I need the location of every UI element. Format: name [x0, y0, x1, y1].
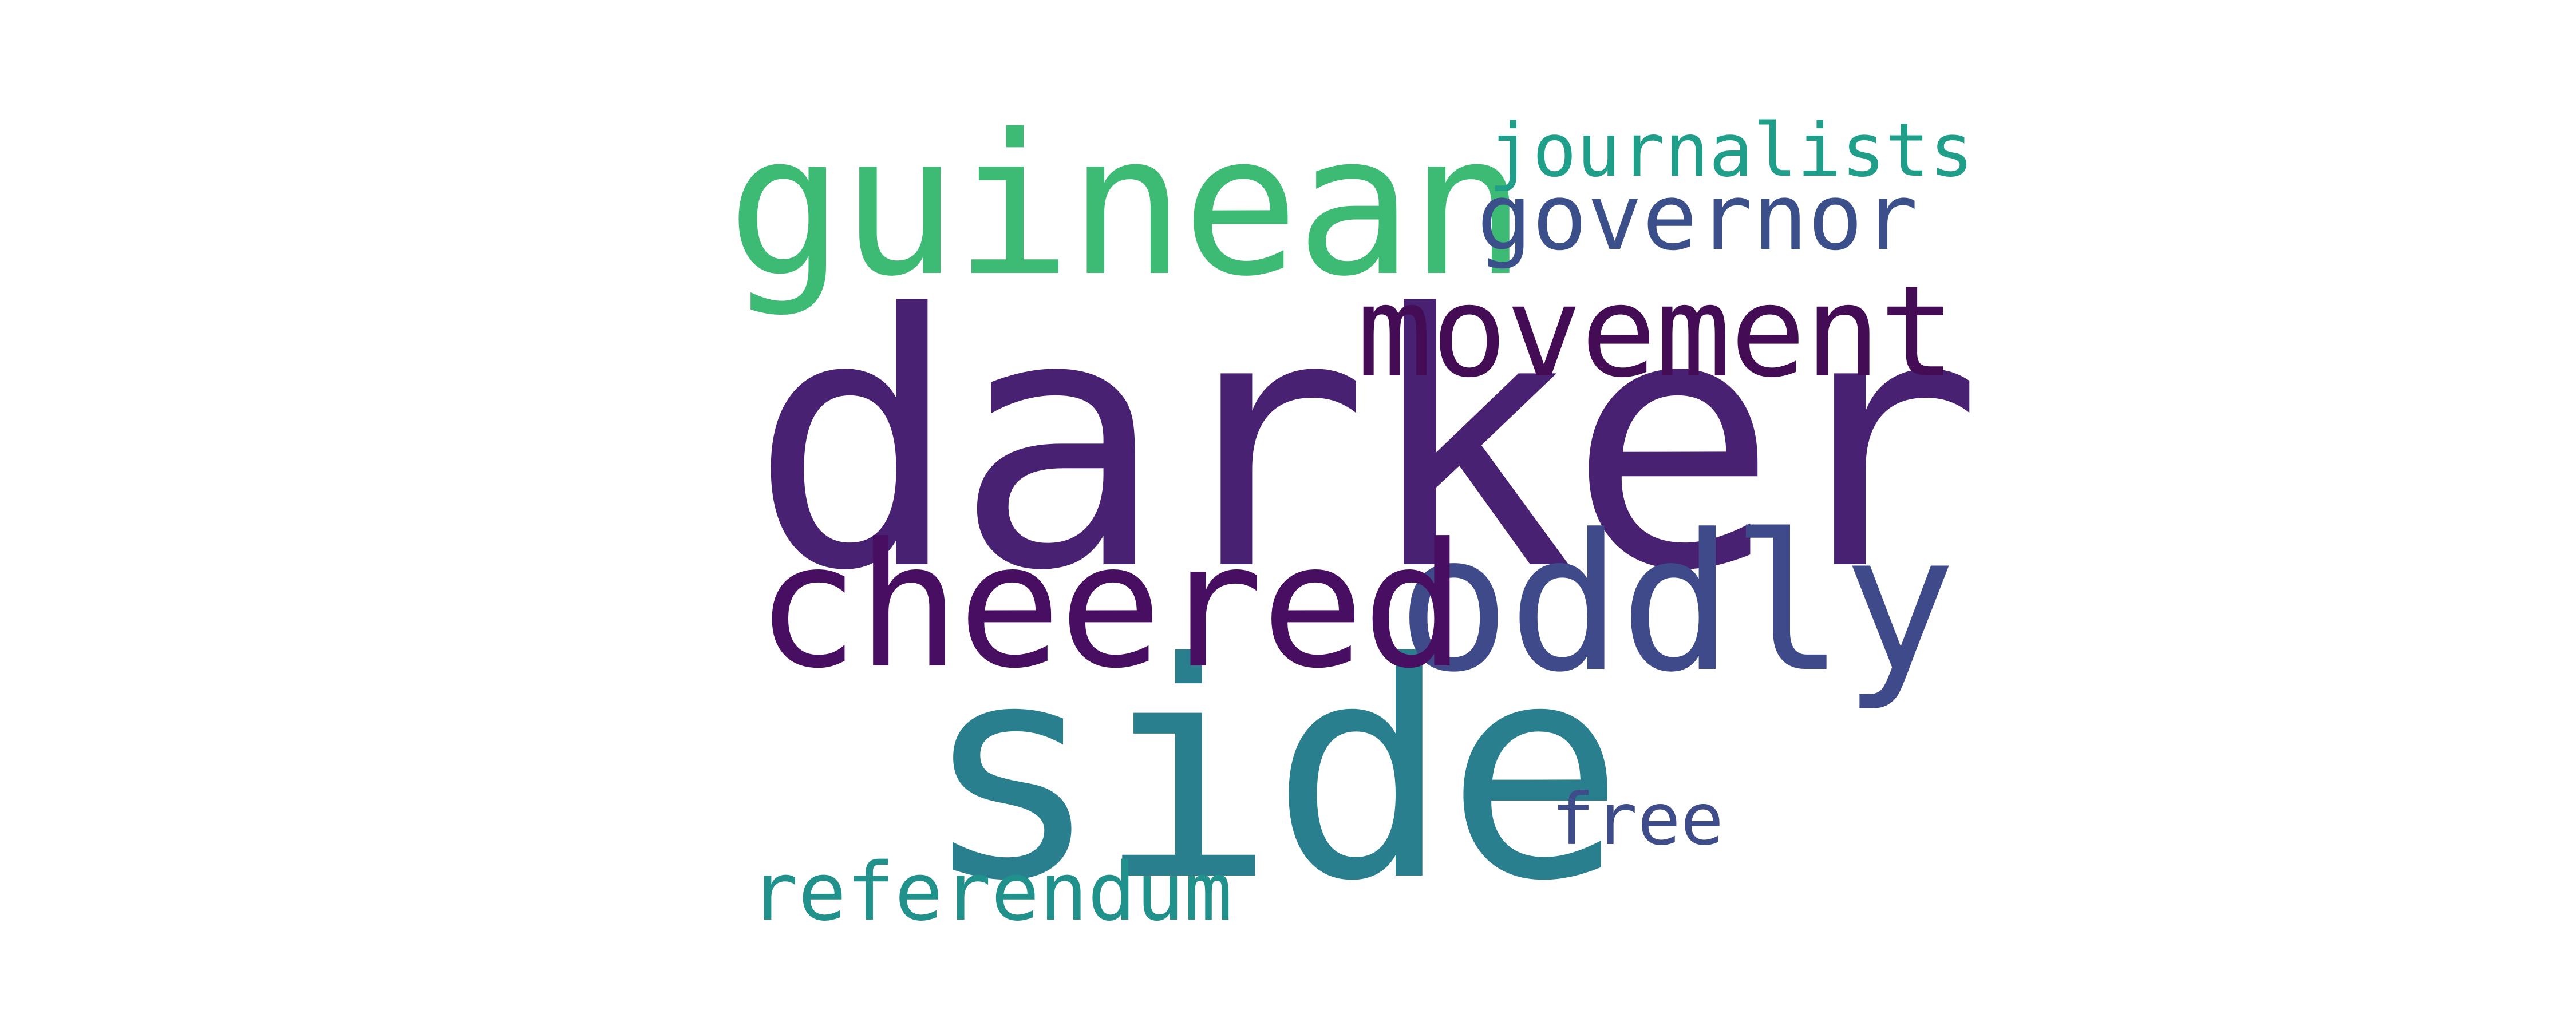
word-oddly: oddly	[1397, 494, 1956, 714]
word-guinean: guinean	[727, 93, 1527, 319]
word-movement: movement	[1357, 259, 1955, 405]
word-journalists: journalists	[1488, 108, 1974, 193]
word-side: side	[922, 599, 1625, 946]
word-governor: governor	[1477, 164, 1918, 271]
word-free: free	[1551, 778, 1724, 861]
word-darker: darker	[750, 240, 1983, 647]
word-cheered: cheered	[756, 506, 1465, 706]
word-referendum: referendum	[750, 846, 1232, 939]
